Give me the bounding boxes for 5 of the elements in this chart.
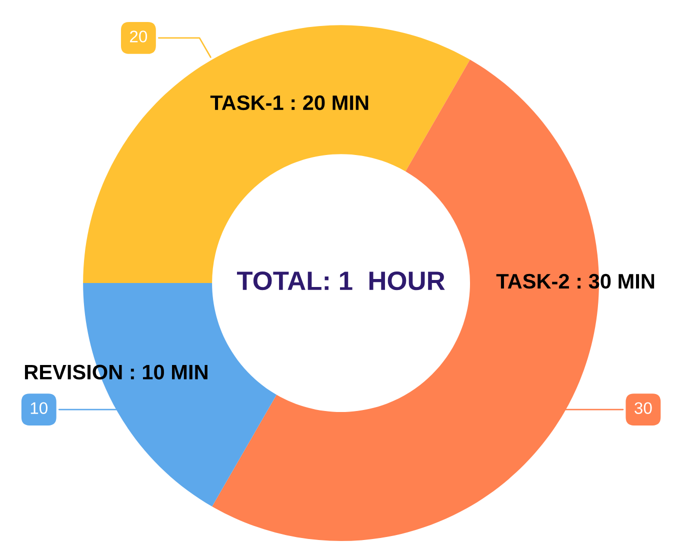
data-label: 30 [634, 402, 652, 414]
text: TOTAL: 1 HOUR [236, 271, 445, 290]
slice-label: TASK-1 : 20 MIN [210, 95, 368, 110]
data-label: 20 [130, 30, 148, 42]
data-label: 10 [30, 402, 48, 414]
